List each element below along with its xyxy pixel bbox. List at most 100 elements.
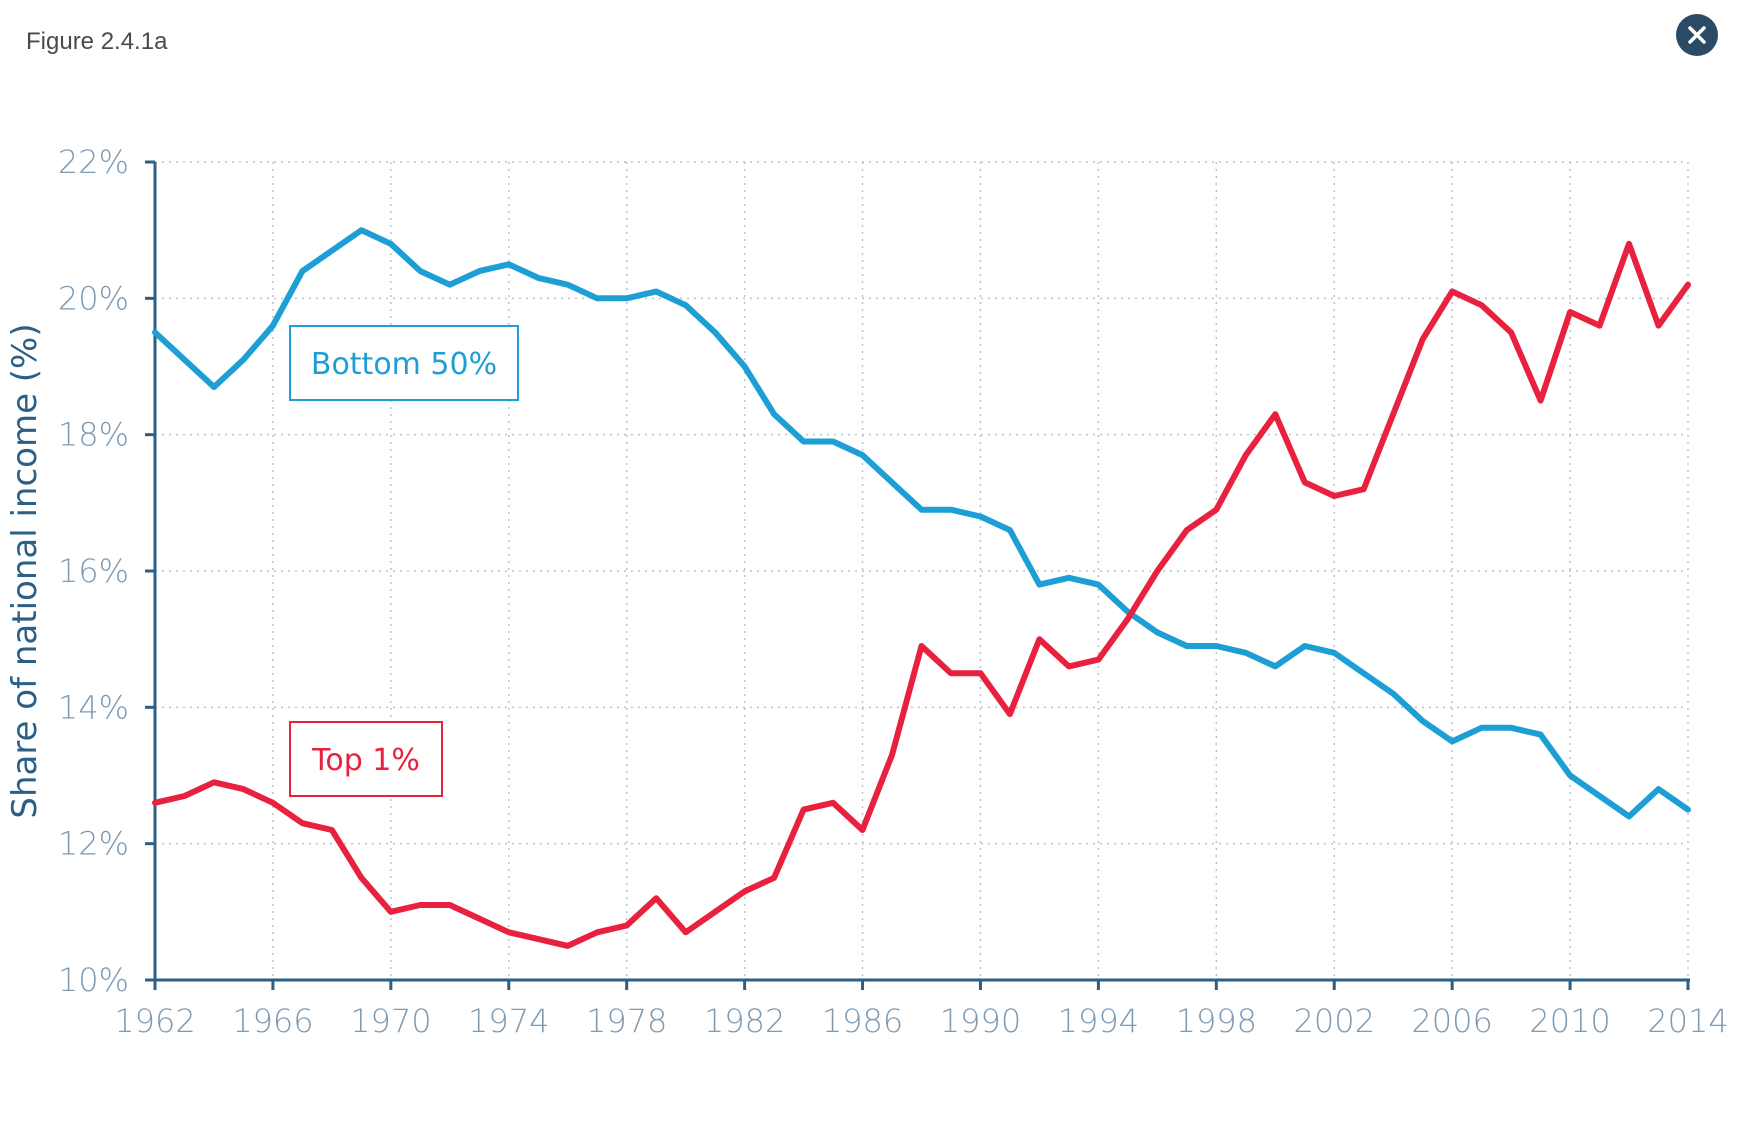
data-point-top-1 <box>1007 711 1013 717</box>
data-point-bottom-50 <box>506 261 512 267</box>
data-point-top-1 <box>801 807 807 813</box>
data-point-top-1 <box>860 827 866 833</box>
legend-top-1-label: Top 1% <box>311 743 420 778</box>
data-point-bottom-50 <box>447 282 453 288</box>
data-point-bottom-50 <box>1095 582 1101 588</box>
data-point-bottom-50 <box>240 357 246 363</box>
data-point-top-1 <box>594 929 600 935</box>
data-point-bottom-50 <box>1154 629 1160 635</box>
data-point-top-1 <box>1449 289 1455 295</box>
data-point-bottom-50 <box>388 241 394 247</box>
data-point-top-1 <box>447 902 453 908</box>
x-tick-label: 1998 <box>1176 1002 1257 1040</box>
y-tick-label: 16% <box>58 552 129 590</box>
data-point-bottom-50 <box>211 384 217 390</box>
data-point-bottom-50 <box>1656 786 1662 792</box>
data-point-top-1 <box>1125 616 1131 622</box>
data-point-bottom-50 <box>1331 650 1337 656</box>
data-point-bottom-50 <box>977 513 983 519</box>
x-tick-label: 1974 <box>468 1002 549 1040</box>
close-icon[interactable] <box>1685 23 1709 47</box>
data-point-top-1 <box>830 800 836 806</box>
data-point-top-1 <box>1479 302 1485 308</box>
data-point-bottom-50 <box>653 289 659 295</box>
legend-bottom-50-label: Bottom 50% <box>311 347 497 382</box>
data-point-top-1 <box>1066 663 1072 669</box>
y-tick-label: 10% <box>58 961 129 999</box>
data-point-top-1 <box>181 793 187 799</box>
data-point-top-1 <box>1626 241 1632 247</box>
data-point-top-1 <box>1302 479 1308 485</box>
data-point-bottom-50 <box>771 411 777 417</box>
figure-label: Figure 2.4.1a <box>26 28 168 55</box>
data-point-top-1 <box>683 929 689 935</box>
x-tick-label: 2002 <box>1294 1002 1375 1040</box>
data-point-top-1 <box>476 916 482 922</box>
data-point-bottom-50 <box>358 227 364 233</box>
data-point-top-1 <box>1567 309 1573 315</box>
data-point-bottom-50 <box>1213 643 1219 649</box>
data-point-top-1 <box>1656 323 1662 329</box>
data-point-top-1 <box>1508 329 1514 335</box>
data-point-top-1 <box>771 875 777 881</box>
x-tick-label: 2010 <box>1529 1002 1610 1040</box>
data-point-bottom-50 <box>1420 718 1426 724</box>
data-point-top-1 <box>388 909 394 915</box>
data-point-bottom-50 <box>624 295 630 301</box>
y-tick-label: 14% <box>58 688 129 726</box>
data-point-top-1 <box>270 800 276 806</box>
data-point-top-1 <box>1095 657 1101 663</box>
x-tick-label: 1994 <box>1058 1002 1139 1040</box>
data-point-bottom-50 <box>1508 725 1514 731</box>
data-point-bottom-50 <box>152 329 158 335</box>
data-point-top-1 <box>211 779 217 785</box>
data-point-bottom-50 <box>1626 813 1632 819</box>
x-tick-label: 2006 <box>1411 1002 1492 1040</box>
data-point-bottom-50 <box>1567 773 1573 778</box>
data-point-top-1 <box>358 875 364 881</box>
data-point-bottom-50 <box>1066 575 1072 581</box>
data-point-top-1 <box>712 909 718 915</box>
data-point-top-1 <box>1184 527 1190 533</box>
data-point-bottom-50 <box>299 268 305 274</box>
data-point-top-1 <box>977 670 983 676</box>
data-point-bottom-50 <box>1538 732 1544 738</box>
data-point-bottom-50 <box>801 438 807 444</box>
data-point-bottom-50 <box>948 507 954 513</box>
data-point-top-1 <box>1331 493 1337 499</box>
data-point-top-1 <box>1597 323 1603 329</box>
data-point-top-1 <box>1154 568 1160 574</box>
data-point-top-1 <box>417 902 423 908</box>
data-point-bottom-50 <box>1390 691 1396 697</box>
y-axis-title: Share of national income (%) <box>5 323 45 818</box>
data-point-top-1 <box>919 643 924 649</box>
data-point-top-1 <box>1213 507 1219 513</box>
x-tick-label: 1986 <box>822 1002 903 1040</box>
data-point-top-1 <box>1420 336 1426 342</box>
data-point-top-1 <box>535 936 541 942</box>
data-point-top-1 <box>152 800 158 806</box>
x-tick-label: 1990 <box>940 1002 1021 1040</box>
data-point-top-1 <box>1390 411 1396 417</box>
y-tick-label: 20% <box>58 279 129 317</box>
data-point-bottom-50 <box>1272 663 1278 669</box>
data-point-bottom-50 <box>1243 650 1249 656</box>
data-point-bottom-50 <box>1184 643 1190 649</box>
x-tick-label: 1966 <box>232 1002 313 1040</box>
data-point-bottom-50 <box>1007 527 1013 533</box>
y-tick-label: 22% <box>58 143 129 181</box>
data-point-top-1 <box>889 752 895 758</box>
data-point-top-1 <box>624 922 630 928</box>
data-point-bottom-50 <box>594 295 600 301</box>
legend-top-1-box <box>289 721 443 797</box>
data-point-top-1 <box>653 895 659 901</box>
data-point-bottom-50 <box>919 507 924 513</box>
data-point-top-1 <box>1685 282 1691 288</box>
close-button[interactable] <box>1676 14 1718 56</box>
data-point-top-1 <box>506 929 512 935</box>
data-point-bottom-50 <box>1036 582 1042 588</box>
data-point-bottom-50 <box>417 268 423 274</box>
data-point-top-1 <box>1272 411 1278 417</box>
data-point-bottom-50 <box>270 323 276 329</box>
